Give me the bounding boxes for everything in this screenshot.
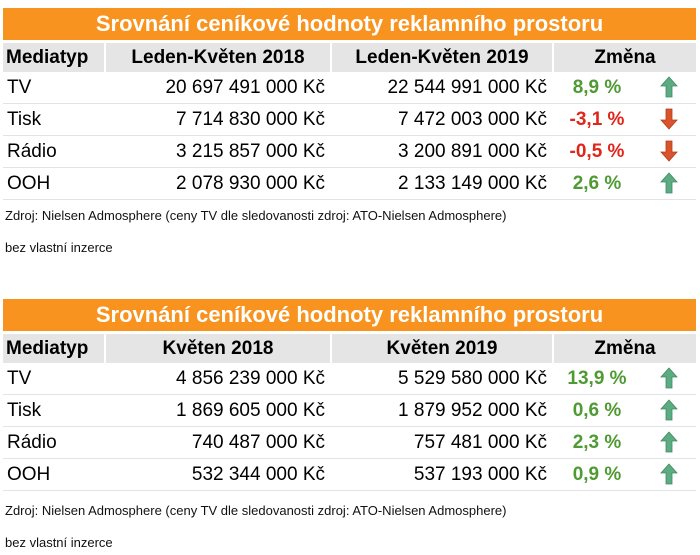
media-type: TV [3, 363, 105, 395]
value-2018: 4 856 239 000 Kč [105, 363, 331, 395]
header-period-2018: Květen 2018 [104, 331, 331, 363]
up-arrow-icon [659, 76, 678, 98]
up-arrow-icon [659, 431, 678, 453]
value-2019: 2 133 149 000 Kč [331, 167, 553, 200]
value-2018: 3 215 857 000 Kč [105, 135, 331, 168]
header-period-2019: Leden-Květen 2019 [330, 40, 553, 72]
value-2019: 1 879 952 000 Kč [331, 394, 553, 427]
footnote: bez vlastní inzerce [5, 535, 113, 550]
header-mediatyp: Mediatyp [3, 40, 105, 72]
media-type: Tisk [3, 103, 105, 136]
value-2018: 2 078 930 000 Kč [105, 167, 331, 200]
table-row: Tisk 1 869 605 000 Kč 1 879 952 000 Kč 0… [3, 394, 696, 427]
media-type: TV [3, 72, 105, 104]
table-row: Tisk 7 714 830 000 Kč 7 472 003 000 Kč -… [3, 103, 696, 136]
header-mediatyp: Mediatyp [3, 331, 105, 363]
value-2019: 22 544 991 000 Kč [331, 72, 553, 104]
header-period-2018: Leden-Květen 2018 [104, 40, 331, 72]
header-row: Mediatyp Leden-Květen 2018 Leden-Květen … [3, 40, 696, 72]
value-2019: 5 529 580 000 Kč [331, 363, 553, 395]
table-row: Rádio 740 487 000 Kč 757 481 000 Kč 2,3 … [3, 426, 696, 459]
media-type: Rádio [3, 426, 105, 459]
table-title: Srovnání ceníkové hodnoty reklamního pro… [3, 299, 696, 331]
change-value: -0,5 % [553, 135, 641, 168]
change-value: 2,3 % [553, 426, 641, 459]
price-table: Mediatyp Leden-Květen 2018 Leden-Květen … [3, 40, 696, 200]
media-type: OOH [3, 458, 105, 491]
source-note: Zdroj: Nielsen Admosphere (ceny TV dle s… [5, 208, 507, 223]
change-value: 8,9 % [553, 72, 641, 104]
footnote: bez vlastní inzerce [5, 240, 113, 255]
value-2018: 532 344 000 Kč [105, 458, 331, 491]
media-type: Rádio [3, 135, 105, 168]
value-2018: 740 487 000 Kč [105, 426, 331, 459]
value-2018: 20 697 491 000 Kč [105, 72, 331, 104]
header-change: Změna [552, 40, 696, 72]
table-row: OOH 532 344 000 Kč 537 193 000 Kč 0,9 % [3, 458, 696, 491]
change-value: 0,9 % [553, 458, 641, 491]
value-2018: 1 869 605 000 Kč [105, 394, 331, 427]
change-value: 0,6 % [553, 394, 641, 427]
up-arrow-icon [659, 172, 678, 194]
up-arrow-icon [659, 367, 678, 389]
source-note: Zdroj: Nielsen Admosphere (ceny TV dle s… [5, 503, 507, 518]
change-value: 2,6 % [553, 167, 641, 200]
table-title: Srovnání ceníkové hodnoty reklamního pro… [3, 8, 696, 40]
header-change: Změna [552, 331, 696, 363]
table-row: TV 20 697 491 000 Kč 22 544 991 000 Kč 8… [3, 72, 696, 104]
value-2018: 7 714 830 000 Kč [105, 103, 331, 136]
value-2019: 537 193 000 Kč [331, 458, 553, 491]
price-table: Mediatyp Květen 2018 Květen 2019 Změna T… [3, 331, 696, 491]
value-2019: 757 481 000 Kč [331, 426, 553, 459]
change-value: 13,9 % [553, 363, 641, 395]
comparison-table-jan-may: Srovnání ceníkové hodnoty reklamního pro… [3, 8, 696, 200]
up-arrow-icon [659, 463, 678, 485]
comparison-table-may: Srovnání ceníkové hodnoty reklamního pro… [3, 299, 696, 491]
header-row: Mediatyp Květen 2018 Květen 2019 Změna [3, 331, 696, 363]
table-row: TV 4 856 239 000 Kč 5 529 580 000 Kč 13,… [3, 363, 696, 395]
table-row: OOH 2 078 930 000 Kč 2 133 149 000 Kč 2,… [3, 167, 696, 200]
value-2019: 7 472 003 000 Kč [331, 103, 553, 136]
media-type: OOH [3, 167, 105, 200]
header-period-2019: Květen 2019 [330, 331, 553, 363]
value-2019: 3 200 891 000 Kč [331, 135, 553, 168]
down-arrow-icon [659, 109, 678, 131]
table-row: Rádio 3 215 857 000 Kč 3 200 891 000 Kč … [3, 135, 696, 168]
up-arrow-icon [659, 399, 678, 421]
down-arrow-icon [659, 141, 678, 163]
change-value: -3,1 % [553, 103, 641, 136]
media-type: Tisk [3, 394, 105, 427]
